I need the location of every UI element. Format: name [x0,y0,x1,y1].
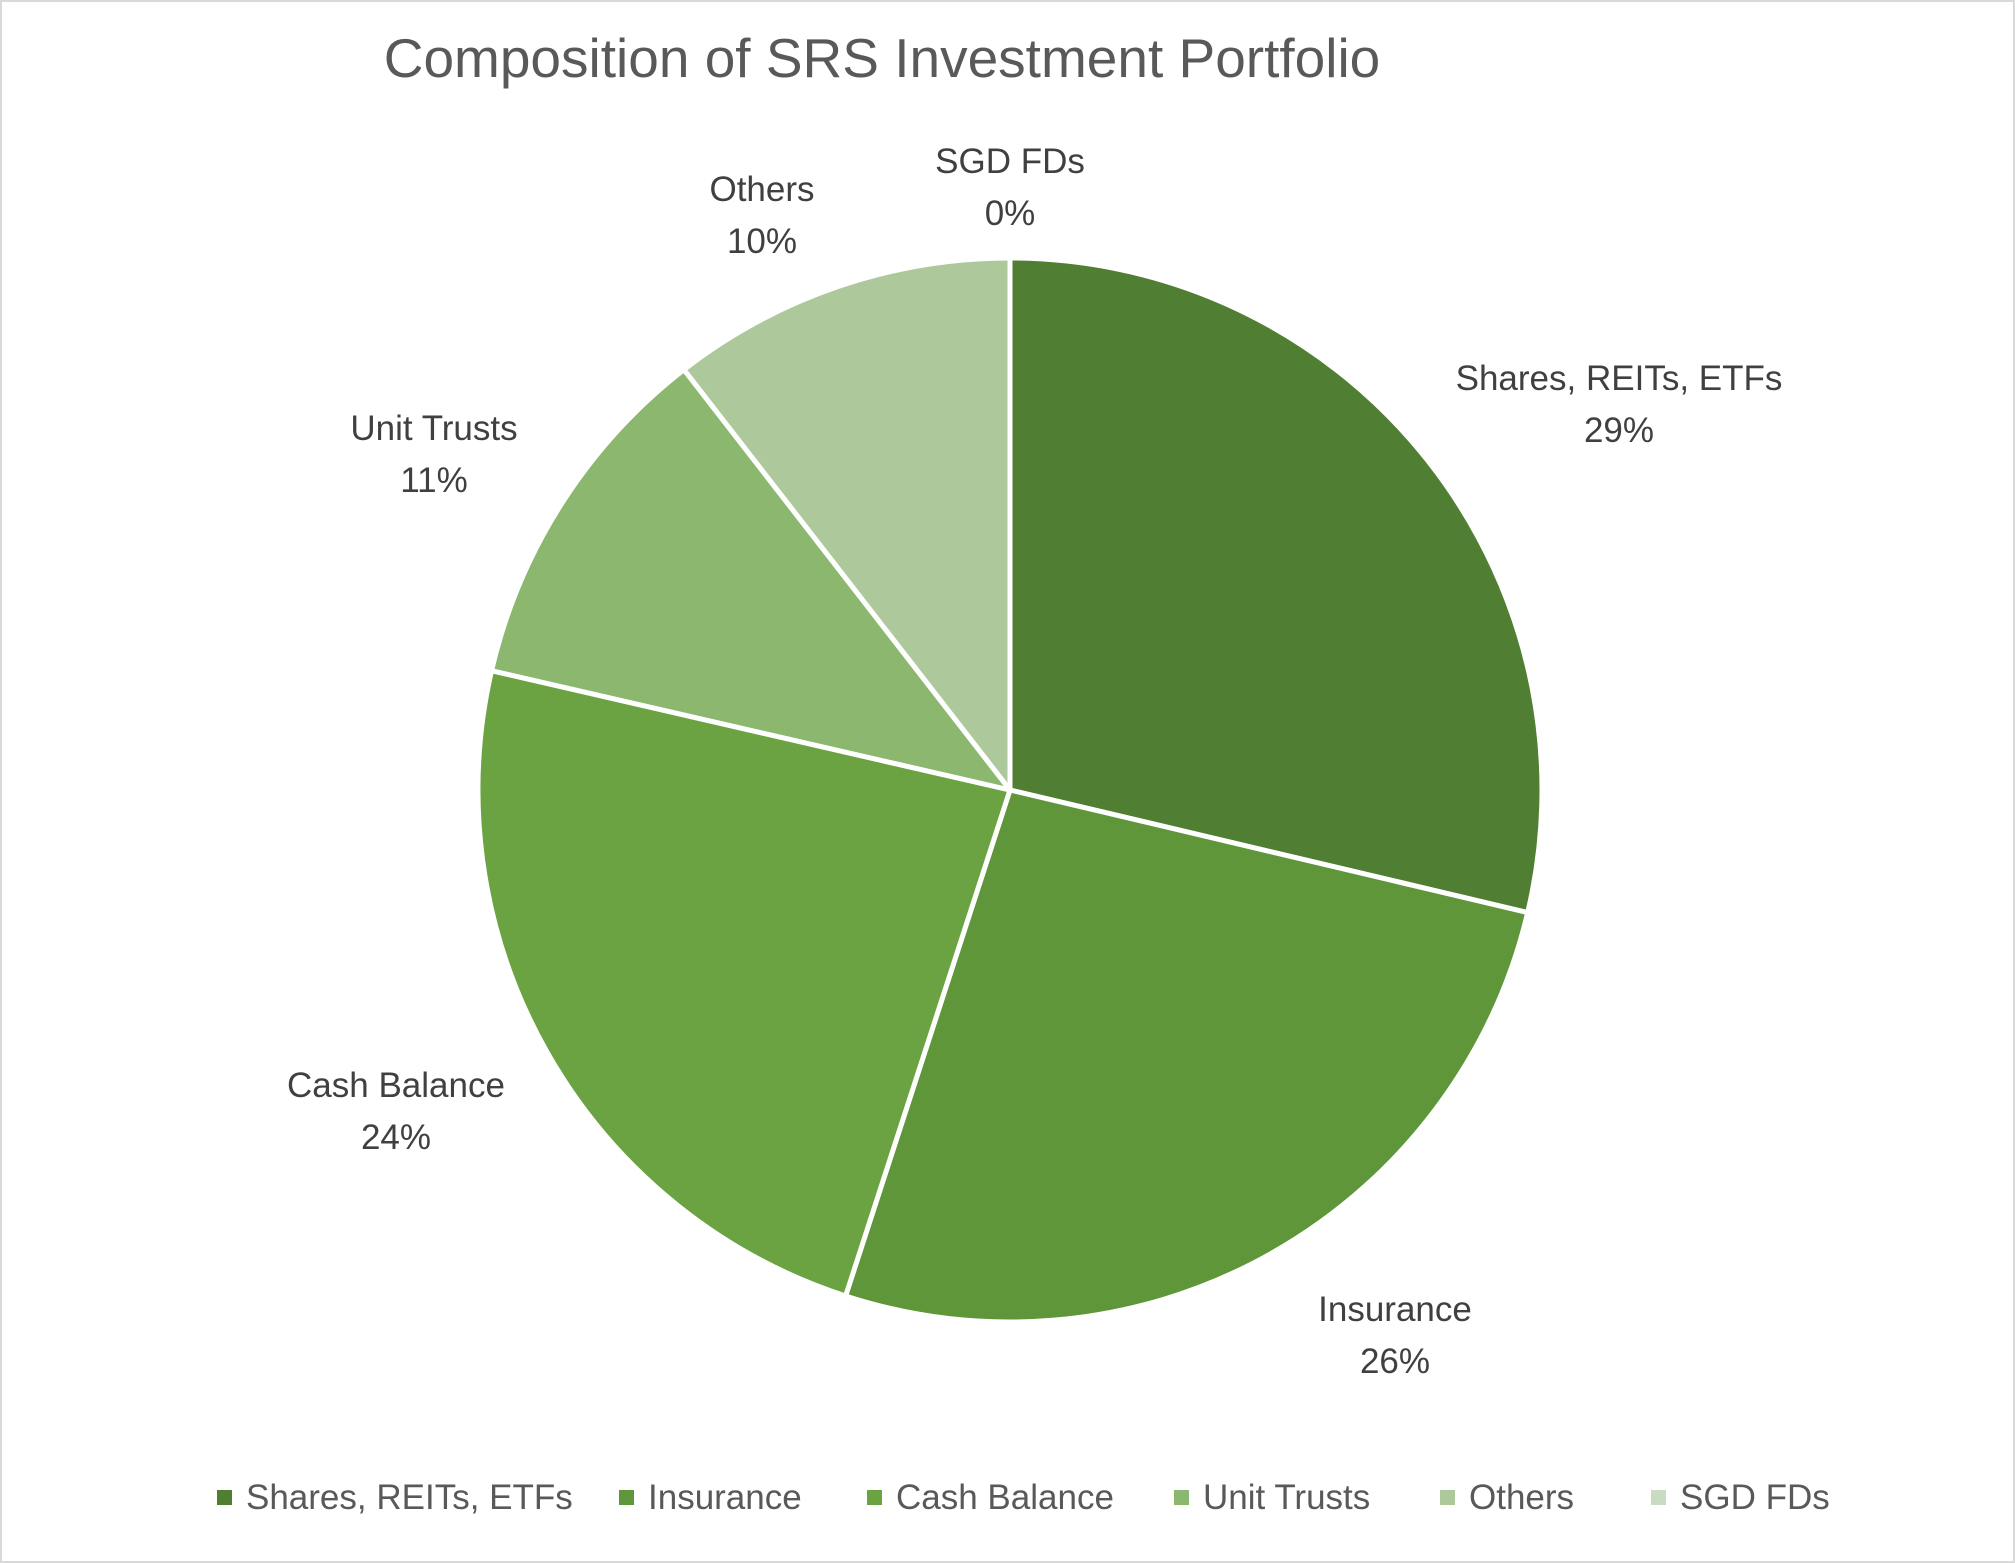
legend: Shares, REITs, ETFs Insurance Cash Balance… [217,1478,1830,1517]
pie-slice-unit-trusts [489,367,1013,793]
data-label-percent-shares-reits-etfs: 29% [1584,411,1654,450]
pie-slice-others [681,255,1013,793]
data-label-percent-unit-trusts: 11% [400,461,467,500]
data-label-name-unit-trusts: Unit Trusts [350,409,517,448]
pie-slices [475,255,1545,1325]
legend-item-others: Others [1440,1478,1574,1517]
data-label-name-shares-reits-etfs: Shares, REITs, ETFs [1456,359,1783,398]
legend-swatch-shares-reits-etfs [217,1490,232,1505]
pie-slice-cash-balance [475,668,1013,1299]
legend-label-sgd-fds: SGD FDs [1680,1478,1830,1517]
legend-swatch-others [1440,1490,1455,1505]
legend-label-cash-balance: Cash Balance [896,1478,1114,1517]
data-labels: Shares, REITs, ETFs 29% Insurance 26% Cash B… [287,142,1782,1381]
data-label-percent-sgd-fds: 0% [985,194,1036,233]
legend-label-insurance: Insurance [648,1478,802,1517]
legend-swatch-cash-balance [867,1490,882,1505]
legend-swatch-insurance [619,1490,634,1505]
legend-label-others: Others [1469,1478,1574,1517]
legend-label-shares-reits-etfs: Shares, REITs, ETFs [246,1478,573,1517]
legend-label-unit-trusts: Unit Trusts [1203,1478,1370,1517]
legend-swatch-sgd-fds [1651,1490,1666,1505]
legend-item-sgd-fds: SGD FDs [1651,1478,1830,1517]
legend-item-shares-reits-etfs: Shares, REITs, ETFs [217,1478,573,1517]
data-label-percent-insurance: 26% [1360,1342,1430,1381]
legend-item-unit-trusts: Unit Trusts [1174,1478,1370,1517]
legend-swatch-unit-trusts [1174,1490,1189,1505]
data-label-percent-others: 10% [727,222,797,261]
data-label-percent-cash-balance: 24% [361,1118,431,1157]
legend-item-cash-balance: Cash Balance [867,1478,1114,1517]
legend-item-insurance: Insurance [619,1478,802,1517]
pie-slice-shares-reits-etfs [1007,255,1545,916]
data-label-name-others: Others [709,170,814,209]
data-label-name-cash-balance: Cash Balance [287,1066,505,1105]
data-label-name-insurance: Insurance [1318,1290,1472,1329]
pie-slice-insurance [843,787,1531,1325]
data-label-name-sgd-fds: SGD FDs [935,142,1085,181]
chart-title: Composition of SRS Investment Portfolio [384,27,1381,89]
